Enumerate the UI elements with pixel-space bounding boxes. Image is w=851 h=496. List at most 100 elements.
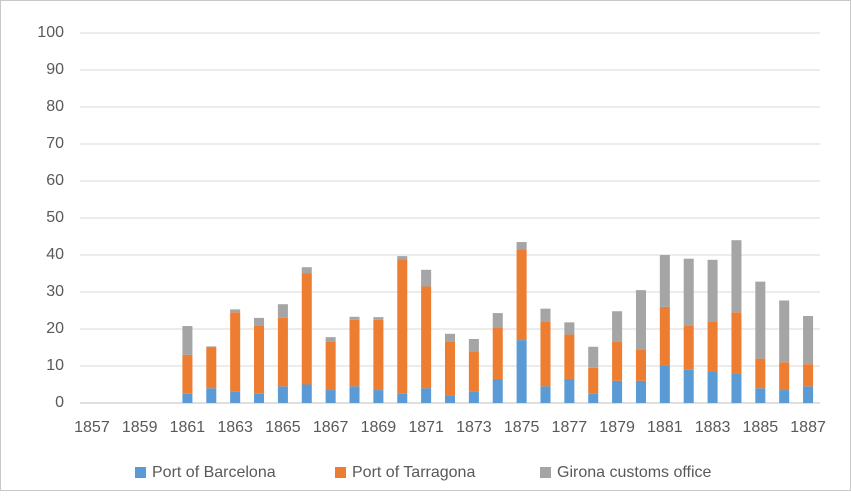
- bar-segment: [635, 349, 646, 381]
- x-tick-label: 1857: [74, 419, 110, 436]
- bar-segment: [516, 340, 527, 403]
- bar-segment: [755, 281, 766, 359]
- bar-segment: [779, 362, 790, 391]
- bar-segment: [492, 313, 503, 328]
- bar-segment: [635, 290, 646, 350]
- bar-segment: [540, 308, 551, 322]
- bar-segment: [325, 341, 336, 391]
- legend-swatch: [540, 467, 551, 478]
- bar-segment: [301, 384, 312, 403]
- y-tick-label: 20: [46, 320, 64, 337]
- bar-segment: [516, 249, 527, 341]
- x-tick-label: 1877: [552, 419, 588, 436]
- bar-segment: [301, 273, 312, 385]
- bar-segment: [373, 319, 384, 391]
- bar-segment: [468, 338, 479, 352]
- bar-segment: [683, 325, 694, 370]
- x-tick-label: 1869: [361, 419, 397, 436]
- x-tick-label: 1885: [743, 419, 779, 436]
- bar-segment: [206, 346, 217, 348]
- bar-segment: [707, 259, 718, 322]
- bar-segment: [492, 327, 503, 379]
- bar-segment: [779, 300, 790, 363]
- bar-segment: [230, 309, 241, 313]
- bar-segment: [254, 393, 265, 403]
- bar-segment: [277, 317, 288, 387]
- bar-segment: [397, 393, 408, 403]
- x-tick-label: 1875: [504, 419, 540, 436]
- legend-label: Girona customs office: [557, 464, 712, 481]
- x-tick-label: 1873: [456, 419, 492, 436]
- bar-segment: [540, 386, 551, 403]
- x-tick-label: 1881: [647, 419, 683, 436]
- legend-swatch: [135, 467, 146, 478]
- bar-segment: [731, 312, 742, 374]
- bar-segment: [254, 317, 265, 326]
- y-tick-label: 50: [46, 209, 64, 226]
- bar-segment: [182, 354, 193, 394]
- bar-segment: [421, 286, 432, 389]
- bar-segment: [349, 316, 360, 320]
- bar-segment: [468, 351, 479, 392]
- bar-segment: [779, 390, 790, 403]
- bar-segment: [444, 341, 456, 396]
- bar-segment: [230, 391, 241, 403]
- bar-segment: [516, 242, 527, 250]
- x-tick-label: 1863: [217, 419, 253, 436]
- bar-segment: [277, 386, 288, 403]
- bar-segment: [683, 258, 694, 326]
- bar-segment: [588, 346, 599, 368]
- bar-segment: [421, 269, 432, 287]
- x-tick-label: 1871: [408, 419, 444, 436]
- x-tick-label: 1879: [599, 419, 635, 436]
- legend-label: Port of Barcelona: [152, 464, 276, 481]
- bar-segment: [707, 371, 718, 403]
- x-tick-label: 1859: [122, 419, 158, 436]
- bar-segment: [421, 388, 432, 403]
- bar-segment: [206, 388, 217, 403]
- bar-segment: [349, 319, 360, 387]
- y-tick-label: 90: [46, 61, 64, 78]
- y-tick-label: 30: [46, 283, 64, 300]
- bar-segment: [182, 393, 193, 403]
- bar-segment: [206, 347, 217, 389]
- bar-segment: [731, 240, 742, 313]
- bar-segment: [230, 312, 241, 392]
- x-tick-label: 1865: [265, 419, 301, 436]
- bar-segment: [301, 267, 312, 274]
- bar-segment: [540, 321, 551, 387]
- bar-segment: [612, 311, 623, 342]
- bar-segment: [659, 366, 670, 403]
- bar-segment: [182, 326, 193, 355]
- x-tick-label: 1867: [313, 419, 349, 436]
- bar-segment: [397, 256, 408, 260]
- bar-segment: [397, 259, 408, 394]
- x-tick-label: 1887: [790, 419, 826, 436]
- bar-segment: [755, 388, 766, 403]
- bar-segment: [325, 390, 336, 403]
- bar-segment: [277, 304, 288, 318]
- y-tick-label: 0: [55, 394, 64, 411]
- y-tick-label: 10: [46, 357, 64, 374]
- x-tick-label: 1861: [170, 419, 206, 436]
- bar-segment: [707, 321, 718, 372]
- bar-segment: [373, 317, 384, 320]
- bar-segment: [254, 325, 265, 394]
- bar-segment: [444, 395, 456, 403]
- legend-swatch: [335, 467, 346, 478]
- bar-segment: [325, 337, 336, 342]
- bar-segment: [349, 386, 360, 403]
- bar-segment: [659, 306, 670, 366]
- bar-segment: [612, 380, 623, 403]
- bar-segment: [492, 378, 503, 403]
- bar-segment: [444, 333, 456, 342]
- bar-segment: [468, 391, 479, 403]
- bar-segment: [803, 364, 814, 387]
- bar-segment: [564, 378, 575, 403]
- y-tick-label: 80: [46, 98, 64, 115]
- bar-segment: [635, 380, 646, 403]
- bar-segment: [588, 367, 599, 394]
- bar-segment: [564, 334, 575, 379]
